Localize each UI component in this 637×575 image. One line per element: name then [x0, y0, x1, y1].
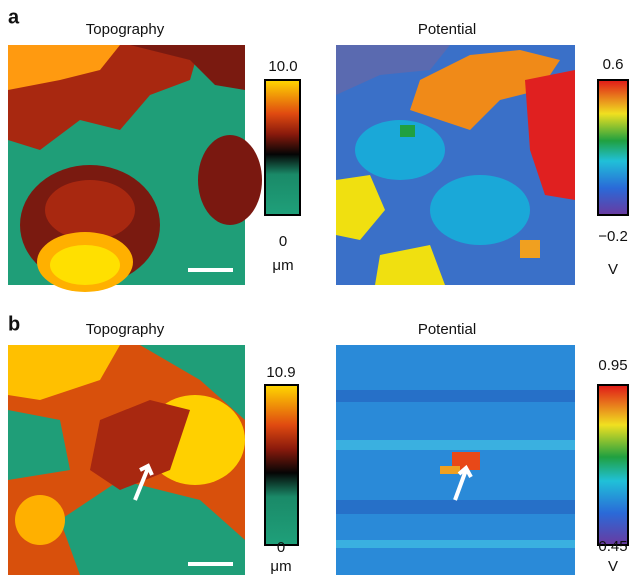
image-title: Topography — [86, 321, 165, 338]
colorbar-unit: V — [608, 261, 618, 278]
image-title: Topography — [86, 21, 165, 38]
colorbar-min: 0 — [279, 233, 287, 250]
colorbar — [264, 79, 301, 216]
panel-label: b — [8, 313, 20, 335]
topography-image — [8, 45, 262, 292]
colorbar — [597, 384, 629, 546]
colorbar-max: 0.6 — [603, 56, 624, 73]
colorbar-unit: μm — [270, 558, 291, 575]
topography-image — [8, 345, 245, 575]
colorbar-min: −0.2 — [598, 228, 628, 245]
potential-image — [336, 45, 575, 285]
image-title: Potential — [418, 321, 476, 338]
colorbar-max: 10.9 — [266, 364, 295, 381]
image-title: Potential — [418, 21, 476, 38]
colorbar-min: 0.45 — [598, 538, 627, 555]
colorbar-max: 0.95 — [598, 357, 627, 374]
panel-label: a — [8, 6, 20, 28]
colorbar-max: 10.0 — [268, 58, 297, 75]
colorbar-unit: μm — [272, 257, 293, 274]
colorbar — [597, 79, 629, 216]
colorbar-unit: V — [608, 558, 618, 575]
potential-image — [336, 345, 575, 575]
colorbar-min: 0 — [277, 539, 285, 556]
colorbar — [264, 384, 299, 546]
